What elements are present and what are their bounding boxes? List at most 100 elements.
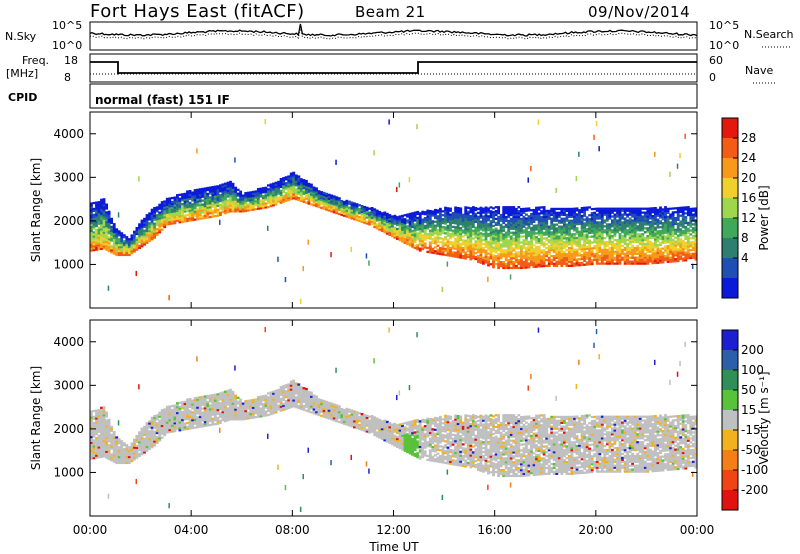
power-cell <box>671 260 675 263</box>
power-cell <box>568 243 571 246</box>
power-cell <box>150 218 154 221</box>
velocity-cell <box>122 450 126 453</box>
power-cell <box>471 208 475 211</box>
power-cell <box>97 234 101 237</box>
power-cell <box>646 260 650 263</box>
power-cell <box>102 247 106 250</box>
power-cell <box>342 202 346 206</box>
power-cell <box>335 198 339 201</box>
power-cell <box>679 245 683 249</box>
power-cell <box>441 220 445 223</box>
power-cell <box>325 196 329 199</box>
power-cell <box>107 245 111 249</box>
power-cell <box>487 209 490 212</box>
power-cell <box>143 237 146 240</box>
power-cell <box>282 200 286 203</box>
power-cell <box>686 253 690 256</box>
power-cell <box>294 174 298 177</box>
power-cell <box>674 236 678 239</box>
velocity-cell <box>105 456 109 459</box>
power-cell <box>262 196 265 200</box>
power-cell <box>330 194 334 197</box>
power-cell <box>509 212 513 215</box>
power-cell <box>527 219 531 222</box>
power-cell <box>117 238 121 241</box>
power-cell <box>588 247 592 250</box>
power-cell <box>520 208 523 211</box>
power-cell <box>479 240 483 243</box>
power-cell <box>638 213 642 216</box>
power-cell <box>504 249 508 252</box>
power-cell <box>525 258 528 261</box>
power-cell <box>229 192 232 195</box>
power-cell <box>484 234 488 237</box>
power-cell <box>140 243 144 246</box>
power-cell <box>383 215 387 218</box>
power-cell <box>191 197 195 200</box>
power-cell <box>557 250 561 254</box>
power-cell <box>178 197 182 200</box>
power-cell <box>198 201 202 205</box>
power-cell <box>494 229 498 232</box>
power-cell <box>517 255 521 258</box>
power-cell <box>487 211 490 214</box>
power-cell <box>684 241 688 244</box>
power-cell <box>287 187 291 190</box>
power-cell <box>277 182 281 186</box>
power-cell <box>527 225 531 228</box>
velocity-cell <box>102 451 106 454</box>
velocity-cell <box>165 411 169 414</box>
power-cell <box>120 253 124 257</box>
power-cell <box>97 240 101 243</box>
power-cell <box>489 222 493 225</box>
power-cell <box>656 261 660 264</box>
velocity-cell <box>135 454 139 457</box>
power-cell <box>537 234 541 237</box>
power-cell <box>471 206 475 209</box>
power-cell <box>679 240 683 243</box>
power-cell <box>411 245 415 248</box>
power-cell <box>691 235 695 238</box>
power-cell <box>600 256 604 259</box>
power-cell <box>560 250 564 254</box>
power-cell <box>211 191 215 195</box>
velocity-cell <box>117 420 120 426</box>
power-cell <box>583 244 587 247</box>
power-cell <box>183 204 187 207</box>
power-cell <box>279 191 283 194</box>
power-cell <box>269 201 273 204</box>
power-cell <box>370 212 374 216</box>
velocity-cell <box>176 419 179 422</box>
power-cell <box>282 196 286 199</box>
power-cell <box>686 231 690 234</box>
power-cell <box>583 228 587 231</box>
power-cell <box>679 238 683 241</box>
power-cell <box>651 246 655 249</box>
power-cell <box>155 206 159 209</box>
power-cell <box>611 254 614 257</box>
velocity-cell <box>110 433 114 436</box>
power-cell <box>100 210 103 213</box>
power-cell <box>474 207 478 210</box>
velocity-cell <box>158 415 162 418</box>
power-cell <box>466 249 470 253</box>
power-cell <box>578 230 581 233</box>
power-cell <box>370 214 374 218</box>
power-cell <box>449 209 452 212</box>
power-cell <box>294 180 298 183</box>
power-cell <box>469 240 473 243</box>
power-cell <box>471 210 475 213</box>
power-cell <box>120 245 124 249</box>
power-cell <box>497 233 501 236</box>
power-cell <box>246 205 250 208</box>
power-cell <box>689 225 693 228</box>
colorbar-tick-label: 24 <box>741 151 756 165</box>
velocity-cell <box>138 445 141 448</box>
velocity-cell <box>150 432 154 435</box>
power-cell <box>575 242 579 245</box>
power-cell <box>517 259 521 262</box>
power-cell <box>469 236 473 239</box>
power-cell <box>396 231 399 235</box>
power-cell <box>694 238 698 241</box>
power-cell <box>477 239 480 242</box>
